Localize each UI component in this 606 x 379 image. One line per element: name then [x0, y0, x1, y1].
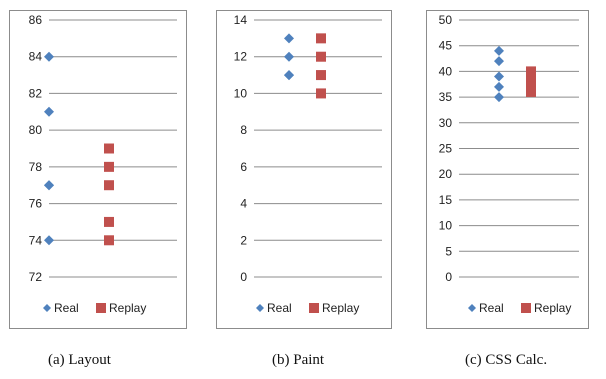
data-point-replay: [104, 143, 114, 154]
caption-paint: (b) Paint: [272, 352, 325, 368]
legend-label-real: Real: [267, 301, 292, 315]
chart-panel-paint: 0 2 4 6 8 10 12 14 Real Replay: [216, 10, 392, 329]
y-tick-label: 12: [234, 50, 248, 64]
legend-label-replay: Replay: [109, 301, 146, 315]
y-tick-label: 84: [29, 50, 43, 64]
chart-svg: 0 5 10 15 20 25 30 35 40 45 50 Real Replay: [426, 10, 589, 329]
y-tick-label: 86: [29, 13, 43, 27]
y-tick-label: 76: [29, 197, 43, 211]
y-tick-label: 45: [439, 39, 453, 53]
y-tick-label: 2: [240, 233, 247, 247]
data-point-replay: [316, 51, 326, 62]
data-point-real: [494, 45, 504, 56]
y-tick-label: 78: [29, 160, 43, 174]
data-point-replay: [526, 66, 536, 77]
data-point-replay: [104, 161, 114, 172]
y-tick-label: 74: [29, 233, 43, 247]
y-tick-label: 35: [439, 90, 453, 104]
data-point-replay: [104, 235, 114, 246]
caption-layout: (a) Layout: [48, 352, 111, 368]
caption-css-calc: (c) CSS Calc.: [465, 352, 548, 368]
y-tick-label: 0: [240, 270, 247, 284]
y-tick-label: 50: [439, 13, 453, 27]
legend-label-real: Real: [54, 301, 79, 315]
data-point-replay: [316, 33, 326, 44]
y-tick-label: 25: [439, 142, 453, 156]
data-point-real: [494, 71, 504, 82]
y-tick-label: 4: [240, 197, 247, 211]
legend-marker-real: [256, 304, 264, 312]
data-point-replay: [316, 88, 326, 99]
legend-label-real: Real: [479, 301, 504, 315]
y-tick-label: 6: [240, 160, 247, 174]
y-tick-label: 8: [240, 123, 247, 137]
y-tick-label: 40: [439, 64, 453, 78]
y-tick-label: 72: [29, 270, 43, 284]
data-point-real: [44, 106, 54, 117]
legend-marker-replay: [309, 303, 319, 313]
data-point-replay: [526, 81, 536, 92]
legend-marker-real: [468, 304, 476, 312]
y-tick-label: 5: [445, 244, 452, 258]
chart-svg: 0 2 4 6 8 10 12 14 Real Replay: [216, 10, 392, 329]
data-point-real: [44, 51, 54, 62]
data-point-replay: [526, 71, 536, 82]
y-tick-label: 20: [439, 167, 453, 181]
data-point-real: [494, 81, 504, 92]
y-tick-label: 10: [234, 86, 248, 100]
data-point-replay: [526, 86, 536, 97]
data-point-real: [44, 235, 54, 246]
chart-svg: 72 74 76 78 80 82 84 86 Real Replay: [9, 10, 187, 329]
y-tick-label: 14: [234, 13, 248, 27]
data-point-real: [494, 92, 504, 103]
data-point-replay: [526, 76, 536, 87]
data-point-replay: [104, 216, 114, 227]
chart-border: [216, 10, 392, 329]
legend-marker-replay: [96, 303, 106, 313]
data-point-real: [44, 180, 54, 191]
y-tick-label: 15: [439, 193, 453, 207]
chart-border: [9, 10, 187, 329]
data-point-replay: [104, 180, 114, 191]
chart-panel-layout: 72 74 76 78 80 82 84 86 Real Replay: [9, 10, 187, 329]
legend-label-replay: Replay: [322, 301, 359, 315]
legend-marker-real: [43, 304, 51, 312]
y-tick-label: 0: [445, 270, 452, 284]
chart-border: [426, 10, 589, 329]
data-point-real: [284, 33, 294, 44]
y-tick-label: 30: [439, 116, 453, 130]
legend-label-replay: Replay: [534, 301, 571, 315]
y-tick-label: 82: [29, 86, 43, 100]
data-point-real: [284, 51, 294, 62]
data-point-replay: [316, 70, 326, 81]
data-point-real: [494, 56, 504, 67]
y-tick-label: 10: [439, 219, 453, 233]
data-point-real: [284, 70, 294, 81]
chart-panel-css-calc: 0 5 10 15 20 25 30 35 40 45 50 Real Replay: [426, 10, 589, 329]
legend-marker-replay: [521, 303, 531, 313]
y-tick-label: 80: [29, 123, 43, 137]
